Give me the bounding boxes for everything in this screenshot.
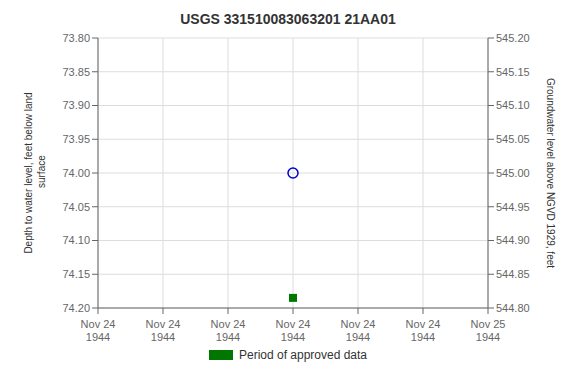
svg-text:544.85: 544.85 (496, 268, 530, 280)
svg-text:73.85: 73.85 (62, 66, 90, 78)
svg-text:74.15: 74.15 (62, 268, 90, 280)
svg-text:Nov 241944: Nov 241944 (341, 318, 376, 343)
svg-text:Depth to water level, feet bel: Depth to water level, feet below land su… (23, 92, 47, 253)
html-text:USGS 331510083063201 21AA01: USGS 331510083063201 21AA01 (180, 11, 396, 27)
svg-text:74.00: 74.00 (62, 167, 90, 179)
svg-text:73.90: 73.90 (62, 99, 90, 111)
svg-text:74.05: 74.05 (62, 201, 90, 213)
svg-text:545.05: 545.05 (496, 133, 530, 145)
svg-text:74.10: 74.10 (62, 234, 90, 246)
svg-text:545.10: 545.10 (496, 99, 530, 111)
svg-text:Groundwater level above NGVD 1: Groundwater level above NGVD 1929, feet (545, 78, 556, 268)
svg-text:73.80: 73.80 (62, 32, 90, 44)
svg-text:Nov 251944: Nov 251944 (471, 318, 506, 343)
svg-text:545.15: 545.15 (496, 66, 530, 78)
svg-text:Nov 241944: Nov 241944 (211, 318, 246, 343)
svg-text:Nov 241944: Nov 241944 (406, 318, 441, 343)
html-text:Period of approved data: Period of approved data (239, 348, 367, 362)
svg-text:544.95: 544.95 (496, 201, 530, 213)
svg-text:545.20: 545.20 (496, 32, 530, 44)
svg-text:544.80: 544.80 (496, 302, 530, 314)
svg-text:73.95: 73.95 (62, 133, 90, 145)
svg-text:Nov 241944: Nov 241944 (276, 318, 311, 343)
svg-text:Nov 241944: Nov 241944 (146, 318, 181, 343)
svg-text:Nov 241944: Nov 241944 (81, 318, 116, 343)
svg-text:545.00: 545.00 (496, 167, 530, 179)
svg-text:544.90: 544.90 (496, 234, 530, 246)
svg-text:74.20: 74.20 (62, 302, 90, 314)
